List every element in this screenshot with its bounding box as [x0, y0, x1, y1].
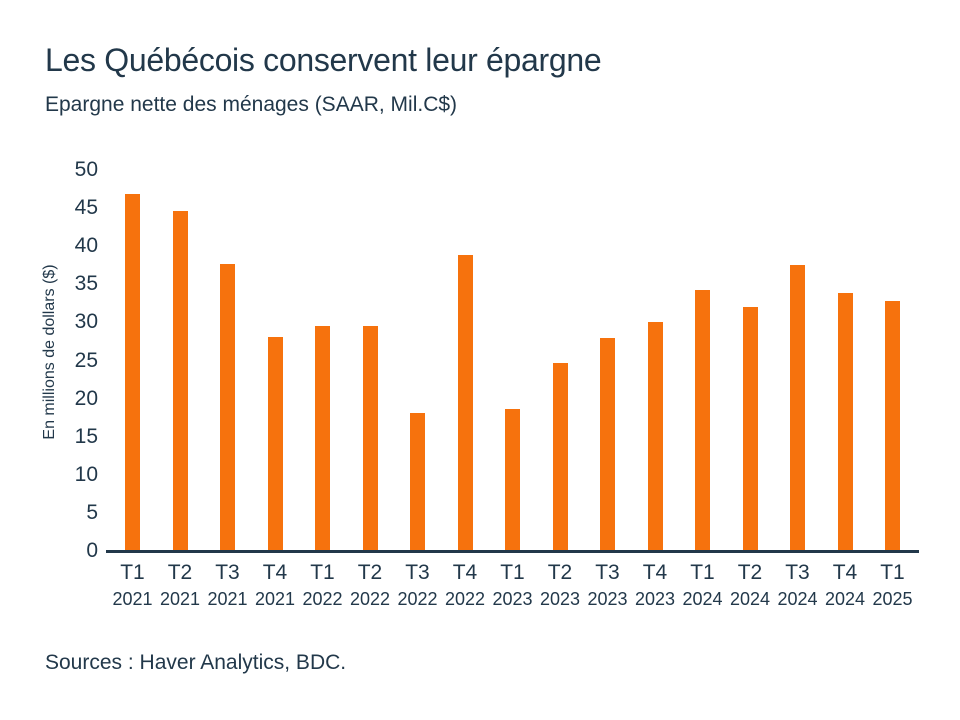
y-tick-label: 30	[74, 310, 98, 334]
x-tick-quarter-label: T1	[120, 561, 145, 584]
bar-t1-2022	[315, 326, 330, 551]
x-tick-quarter-label: T3	[595, 561, 620, 584]
bar-t1-2024	[695, 289, 710, 551]
x-tick-quarter-label: T1	[310, 561, 335, 584]
x-tick-year-label: 2024	[729, 589, 771, 609]
y-tick-label: 5	[86, 500, 98, 524]
bar-t4-2021	[267, 336, 283, 551]
x-tick-quarter-label: T4	[262, 561, 288, 584]
x-tick-quarter-label: T4	[452, 561, 478, 584]
x-tick-quarter-label: T2	[737, 561, 763, 584]
x-tick-quarter-label: T4	[642, 561, 668, 584]
bar-t3-2023	[600, 338, 615, 551]
x-tick-year-label: 2022	[444, 589, 486, 609]
bar-t1-2023	[505, 408, 520, 551]
y-tick-label: 20	[74, 386, 98, 410]
y-tick-label: 45	[74, 196, 98, 220]
chart-title: Les Québécois conservent leur épargne	[45, 42, 602, 78]
x-tick-quarter-label: T1	[690, 561, 715, 584]
x-tick-quarter-label: T2	[167, 561, 193, 584]
bar-t4-2024	[837, 293, 853, 551]
bar-t2-2022	[362, 326, 378, 551]
x-tick-quarter-label: T1	[500, 561, 525, 584]
x-tick-quarter-label: T4	[832, 561, 858, 584]
x-tick-year-label: 2022	[349, 589, 391, 609]
x-tick-quarter-label: T3	[405, 561, 430, 584]
bar-t1-2021	[125, 193, 140, 551]
bar-t2-2023	[552, 362, 568, 551]
y-tick-label: 50	[74, 158, 98, 181]
bar-t3-2024	[790, 264, 805, 551]
bar-t3-2022	[410, 413, 425, 551]
x-tick-year-label: 2022	[397, 589, 438, 609]
y-tick-label: 15	[74, 424, 98, 448]
x-tick-year-label: 2023	[634, 589, 676, 609]
x-tick-quarter-label: T2	[357, 561, 383, 584]
y-tick-label: 0	[86, 539, 98, 562]
bar-t2-2024	[742, 307, 758, 551]
x-tick-year-label: 2024	[682, 589, 723, 609]
x-axis-line	[106, 550, 919, 553]
x-tick-quarter-label: T3	[215, 561, 240, 584]
x-tick-year-label: 2024	[824, 589, 866, 609]
y-tick-label: 10	[74, 462, 98, 486]
chart-subtitle: Epargne nette des ménages (SAAR, Mil.C$)	[45, 93, 458, 116]
source-note: Sources : Haver Analytics, BDC.	[45, 651, 347, 674]
x-tick-year-label: 2023	[539, 589, 581, 609]
x-tick-year-label: 2022	[302, 589, 343, 609]
x-tick-year-label: 2023	[492, 589, 533, 609]
bar-t4-2023	[647, 322, 663, 551]
x-tick-year-label: 2021	[207, 589, 248, 609]
x-tick-year-label: 2024	[777, 589, 818, 609]
x-tick-year-label: 2021	[254, 589, 296, 609]
x-tick-quarter-label: T1	[880, 561, 905, 584]
x-tick-year-label: 2021	[159, 589, 201, 609]
bar-t3-2021	[220, 263, 235, 551]
y-tick-label: 25	[74, 348, 98, 372]
x-tick-year-label: 2021	[112, 589, 153, 609]
x-tick-quarter-label: T2	[547, 561, 573, 584]
bar-t1-2025	[885, 301, 900, 551]
x-tick-quarter-label: T3	[785, 561, 810, 584]
bar-t2-2021	[172, 211, 188, 551]
x-tick-year-label: 2023	[587, 589, 628, 609]
y-tick-label: 35	[74, 272, 98, 296]
plot-area	[109, 170, 917, 551]
y-tick-label: 40	[74, 234, 98, 258]
bar-t4-2022	[457, 254, 473, 551]
x-tick-year-label: 2025	[872, 589, 913, 609]
